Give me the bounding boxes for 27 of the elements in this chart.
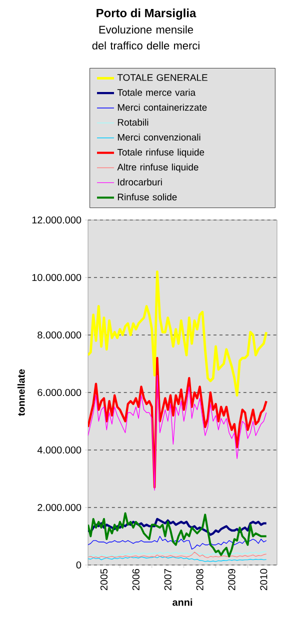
- x-tick-label: 2006: [132, 568, 140, 590]
- legend-label: Totale merce varia: [117, 88, 196, 96]
- chart-subtitle: Evoluzione mensile del traffico delle merci: [92, 26, 200, 50]
- chart-title: Porto di Marsiglia: [96, 8, 196, 20]
- line-series: [88, 270, 268, 397]
- x-tick-label: 2010: [260, 568, 268, 590]
- legend-label: Idrocarburi: [118, 178, 162, 186]
- legend-label: Merci containerizzate: [118, 104, 207, 111]
- legend-label: TOTALE GENERALE: [117, 74, 208, 81]
- legend-label: Merci convenzionali: [118, 134, 200, 141]
- y-tick-label: 8.000.000: [38, 331, 82, 339]
- legend-label: Rinfuse solide: [118, 193, 177, 200]
- legend-label: Totale rinfuse liquide: [117, 148, 204, 158]
- x-tick-label: 2005: [100, 568, 108, 590]
- x-axis-title: anni: [172, 598, 192, 606]
- legend-label: Altre rinfuse liquide: [117, 164, 198, 172]
- y-tick-label: 12.000.000: [32, 216, 82, 224]
- x-tick-label: 2007: [164, 569, 172, 590]
- y-axis-title: tonnellate: [17, 369, 25, 416]
- y-tick-label: 6.000.000: [38, 388, 82, 396]
- x-tick-label: 2009: [228, 568, 236, 590]
- y-tick-label: 10.000.000: [32, 274, 82, 282]
- x-tick-label: 2008: [196, 568, 204, 590]
- legend-label: Rotabili: [118, 118, 148, 126]
- y-tick-label: 0: [76, 561, 82, 569]
- y-tick-label: 4.000.000: [37, 446, 82, 454]
- y-tick-label: 2.000.000: [38, 504, 82, 512]
